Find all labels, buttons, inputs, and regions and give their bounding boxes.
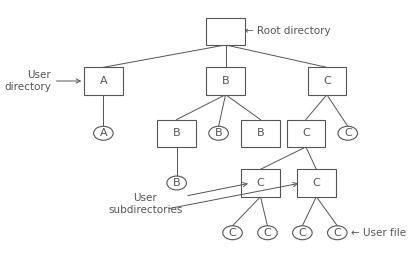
Circle shape xyxy=(258,226,277,240)
Circle shape xyxy=(292,226,312,240)
Text: A: A xyxy=(100,76,107,86)
Text: B: B xyxy=(257,128,264,138)
Circle shape xyxy=(209,126,228,140)
Text: B: B xyxy=(173,128,181,138)
Text: C: C xyxy=(298,228,306,238)
Text: B: B xyxy=(215,128,222,138)
FancyBboxPatch shape xyxy=(297,169,336,197)
Text: C: C xyxy=(302,128,310,138)
FancyBboxPatch shape xyxy=(206,67,245,95)
FancyBboxPatch shape xyxy=(158,120,196,147)
Text: C: C xyxy=(323,76,331,86)
FancyBboxPatch shape xyxy=(84,67,122,95)
FancyBboxPatch shape xyxy=(241,169,279,197)
Text: C: C xyxy=(264,228,272,238)
Text: User
subdirectories: User subdirectories xyxy=(108,182,247,215)
Text: B: B xyxy=(173,178,181,188)
FancyBboxPatch shape xyxy=(241,120,279,147)
Circle shape xyxy=(338,126,357,140)
Circle shape xyxy=(93,126,113,140)
Circle shape xyxy=(328,226,347,240)
Circle shape xyxy=(223,226,242,240)
FancyBboxPatch shape xyxy=(308,67,346,95)
Text: C: C xyxy=(313,178,320,188)
Circle shape xyxy=(167,176,186,190)
Text: C: C xyxy=(344,128,352,138)
Text: C: C xyxy=(256,178,264,188)
Text: ← Root directory: ← Root directory xyxy=(245,26,331,36)
Text: ← User file: ← User file xyxy=(351,228,406,238)
Text: C: C xyxy=(229,228,236,238)
FancyBboxPatch shape xyxy=(287,120,325,147)
Text: A: A xyxy=(100,128,107,138)
Text: B: B xyxy=(222,76,229,86)
Text: C: C xyxy=(334,228,341,238)
Text: User
directory: User directory xyxy=(4,70,80,92)
FancyBboxPatch shape xyxy=(206,18,245,45)
